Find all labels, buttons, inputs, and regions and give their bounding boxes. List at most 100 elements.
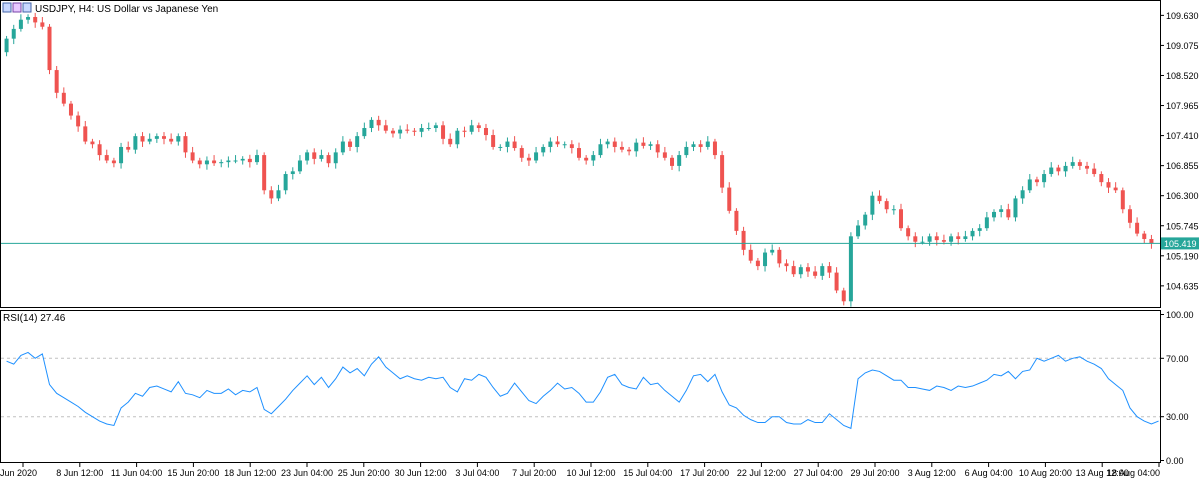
candle-body — [1142, 233, 1147, 240]
candle — [763, 248, 768, 272]
candle-body — [68, 103, 73, 116]
candle-body — [183, 136, 188, 153]
candle — [662, 146, 667, 161]
rsi-indicator-title: RSI(14) 27.46 — [3, 313, 66, 324]
candle-body — [269, 190, 274, 199]
candle-body — [369, 119, 374, 129]
candle-body — [505, 141, 510, 147]
price-tick-label: 108.520 — [1166, 71, 1199, 81]
candle-body — [619, 146, 624, 150]
candle-body — [312, 152, 317, 159]
candle — [584, 155, 589, 165]
candle-body — [340, 141, 345, 153]
time-tick-label: 18 Aug 04:00 — [1107, 468, 1160, 478]
candle-body — [455, 130, 460, 145]
candle — [290, 167, 295, 180]
candle-body — [498, 146, 503, 148]
candle-body — [956, 236, 961, 240]
time-tick-label: 17 Jul 20:00 — [680, 468, 729, 478]
candle-body — [512, 141, 517, 149]
candle — [183, 132, 188, 158]
candlestick-series — [1, 12, 1160, 307]
candle — [977, 224, 982, 237]
candle — [119, 142, 124, 169]
candle — [40, 16, 45, 30]
candle — [591, 151, 596, 166]
chart-window-icon[interactable] — [2, 2, 12, 13]
candle-body — [898, 209, 903, 229]
candle-body — [1085, 165, 1090, 169]
candle — [712, 138, 717, 160]
candle-body — [1049, 167, 1054, 175]
candle-body — [355, 136, 360, 147]
candle-body — [748, 249, 753, 261]
candle-body — [111, 160, 116, 164]
time-tick-label: 30 Jun 12:00 — [395, 468, 447, 478]
candle-body — [591, 155, 596, 161]
candle-body — [262, 155, 267, 191]
candle-body — [390, 130, 395, 134]
candle — [984, 211, 989, 231]
candle — [33, 12, 38, 28]
candle-body — [147, 138, 152, 142]
time-tick-label: 15 Jun 20:00 — [167, 468, 219, 478]
candle-body — [441, 125, 446, 139]
candle-body — [290, 171, 295, 175]
candle-body — [755, 260, 760, 267]
candle — [369, 117, 374, 133]
candle — [305, 149, 310, 165]
header-icons[interactable] — [2, 2, 32, 13]
candle — [233, 155, 238, 164]
candle — [877, 190, 882, 204]
buy-sell-icon[interactable] — [12, 2, 22, 13]
candle-body — [1120, 190, 1125, 210]
candle-body — [584, 157, 589, 161]
candle-body — [770, 249, 775, 253]
candle-body — [906, 228, 911, 237]
candle-body — [691, 144, 696, 147]
candle-body — [1106, 182, 1111, 188]
candle-body — [326, 155, 331, 164]
candle — [992, 209, 997, 222]
candle — [154, 133, 159, 143]
candle-body — [40, 22, 45, 27]
candle-body — [491, 135, 496, 147]
candle — [26, 14, 31, 24]
candle — [469, 119, 474, 135]
candle-body — [1020, 190, 1025, 199]
price-tick-label: 105.745 — [1166, 221, 1199, 231]
candle-body — [605, 141, 610, 145]
price-tick-label: 106.300 — [1166, 191, 1199, 201]
candle — [83, 120, 88, 145]
candle-body — [562, 144, 567, 146]
candle-body — [398, 129, 403, 134]
candle — [448, 133, 453, 147]
candle-body — [226, 160, 231, 163]
candle — [927, 233, 932, 246]
candle — [748, 244, 753, 264]
candle — [734, 208, 739, 235]
candle-body — [405, 129, 410, 131]
candle-body — [161, 136, 166, 139]
candle-body — [848, 236, 853, 302]
candle-body — [212, 160, 217, 164]
candle-body — [877, 195, 882, 202]
candle-body — [1056, 167, 1061, 172]
time-tick-label: 15 Jul 04:00 — [623, 468, 672, 478]
candle-body — [834, 272, 839, 291]
candle — [612, 137, 617, 153]
candle-body — [984, 217, 989, 229]
price-tick-label: 109.630 — [1166, 11, 1199, 21]
one-click-trading-icon[interactable] — [22, 2, 32, 13]
time-tick-label: 11 Jun 04:00 — [111, 468, 162, 478]
candle — [541, 144, 546, 157]
candle-body — [841, 290, 846, 302]
candle — [755, 257, 760, 271]
candle-body — [856, 225, 861, 237]
candle — [319, 149, 324, 162]
candle — [1070, 156, 1075, 169]
time-tick-label: 27 Jul 04:00 — [794, 468, 843, 478]
candle-body — [233, 160, 238, 162]
